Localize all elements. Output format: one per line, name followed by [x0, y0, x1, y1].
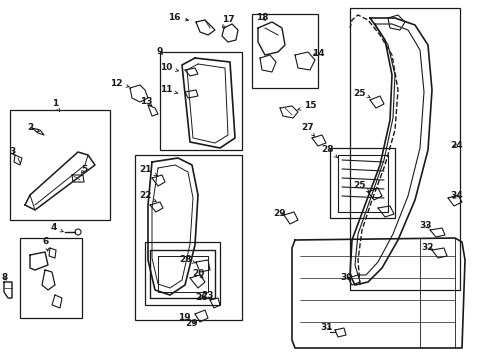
Text: 26: 26 — [195, 292, 208, 302]
Text: 17: 17 — [221, 15, 234, 27]
Text: 1: 1 — [52, 99, 60, 112]
Text: 15: 15 — [297, 102, 316, 111]
Bar — [251, 14, 317, 88]
Text: 21: 21 — [140, 166, 157, 176]
Bar — [160, 52, 242, 150]
Text: 12: 12 — [109, 78, 129, 87]
Text: 6: 6 — [43, 238, 49, 251]
Text: 24: 24 — [450, 141, 462, 150]
Text: 22: 22 — [140, 192, 156, 202]
Text: 28: 28 — [321, 145, 337, 157]
Bar — [20, 238, 82, 318]
Text: 25: 25 — [353, 89, 369, 98]
Text: 5: 5 — [81, 166, 87, 175]
Text: 19: 19 — [177, 312, 190, 321]
Text: 29: 29 — [185, 320, 198, 328]
Text: 14: 14 — [311, 49, 324, 58]
Text: 10: 10 — [160, 63, 178, 72]
Text: 28: 28 — [180, 256, 195, 265]
Text: 29: 29 — [273, 208, 286, 217]
Bar — [349, 8, 459, 290]
Text: 33: 33 — [419, 221, 431, 230]
Text: 2: 2 — [27, 122, 39, 132]
Text: 31: 31 — [320, 323, 332, 332]
Text: 8: 8 — [2, 274, 8, 283]
Bar — [145, 242, 220, 305]
Bar — [135, 155, 242, 320]
Text: 9: 9 — [157, 48, 163, 57]
Text: 25: 25 — [353, 181, 368, 192]
Text: 13: 13 — [140, 98, 152, 107]
Text: 30: 30 — [340, 273, 352, 282]
Text: 20: 20 — [191, 270, 204, 279]
Bar — [10, 110, 110, 220]
Text: 32: 32 — [421, 243, 433, 252]
Text: 23: 23 — [202, 292, 214, 301]
Text: 3: 3 — [9, 148, 15, 157]
Text: 4: 4 — [51, 224, 63, 233]
Bar — [329, 148, 394, 218]
Text: 27: 27 — [301, 123, 314, 136]
Text: 34: 34 — [450, 192, 462, 201]
Text: 18: 18 — [255, 13, 268, 22]
Text: 11: 11 — [160, 85, 178, 94]
Text: 16: 16 — [167, 13, 188, 22]
